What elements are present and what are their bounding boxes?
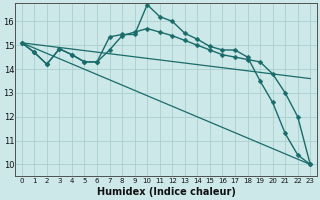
X-axis label: Humidex (Indice chaleur): Humidex (Indice chaleur) bbox=[97, 187, 236, 197]
